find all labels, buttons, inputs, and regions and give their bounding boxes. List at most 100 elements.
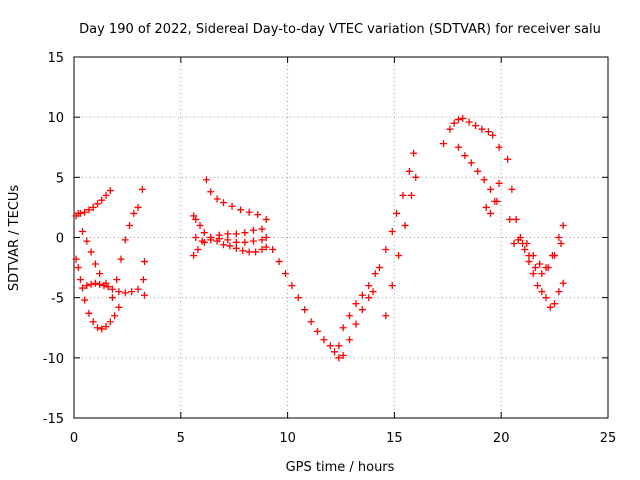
data-point: [450, 119, 458, 127]
data-point: [79, 284, 87, 292]
data-point: [495, 143, 503, 151]
data-point: [484, 128, 492, 136]
data-point: [207, 188, 215, 196]
data-point: [551, 300, 559, 308]
data-point: [495, 179, 503, 187]
data-point: [226, 242, 234, 250]
data-point: [113, 276, 121, 284]
x-tick-label: 20: [493, 431, 510, 446]
data-point: [83, 237, 91, 245]
data-point: [331, 348, 339, 356]
data-point: [382, 312, 390, 320]
y-tick-label: 10: [47, 111, 64, 126]
data-point: [258, 236, 266, 244]
data-point: [196, 221, 204, 229]
axis-ticks: 0 5 10 15 20 25 -15 -10 -5 0 5 10 15: [43, 51, 617, 446]
data-point: [375, 264, 383, 272]
data-point: [224, 230, 232, 238]
data-point: [85, 206, 93, 214]
data-point: [130, 209, 138, 217]
data-point: [79, 227, 87, 235]
data-point: [81, 296, 89, 304]
data-point: [410, 149, 418, 157]
data-point: [241, 238, 249, 246]
data-point: [294, 294, 302, 302]
data-point: [76, 276, 84, 284]
data-point: [98, 196, 106, 204]
data-point: [491, 197, 499, 205]
data-point: [352, 300, 360, 308]
data-point: [140, 291, 148, 299]
data-point: [288, 282, 296, 290]
data-point: [106, 318, 114, 326]
data-point: [546, 303, 554, 311]
data-point: [104, 283, 112, 291]
data-point: [358, 291, 366, 299]
data-point: [232, 238, 240, 246]
data-point: [213, 195, 221, 203]
data-point: [555, 288, 563, 296]
data-point: [93, 200, 101, 208]
data-point: [480, 176, 488, 184]
data-point: [510, 240, 518, 248]
data-point: [194, 246, 202, 254]
data-point: [538, 288, 546, 296]
data-point: [326, 342, 334, 350]
data-point: [335, 342, 343, 350]
data-point: [93, 324, 101, 332]
data-point: [232, 244, 240, 252]
data-point: [245, 248, 253, 256]
y-tick-label: 5: [56, 171, 64, 186]
data-point: [89, 318, 97, 326]
data-point: [446, 125, 454, 133]
data-point: [508, 185, 516, 193]
data-point: [102, 279, 110, 287]
data-point: [487, 209, 495, 217]
data-point: [472, 122, 480, 130]
data-point: [335, 354, 343, 362]
data-point: [275, 258, 283, 266]
data-point: [121, 289, 129, 297]
data-point: [106, 187, 114, 195]
data-point: [115, 303, 123, 311]
data-point: [96, 270, 104, 278]
data-point: [262, 215, 270, 223]
data-point: [138, 185, 146, 193]
data-point: [407, 191, 415, 199]
chart-title: Day 190 of 2022, Sidereal Day-to-day VTE…: [79, 22, 601, 37]
data-point: [487, 185, 495, 193]
data-point: [388, 282, 396, 290]
data-point: [108, 285, 116, 293]
data-point: [111, 312, 119, 320]
data-point: [220, 241, 228, 249]
data-point: [241, 229, 249, 237]
data-point: [239, 247, 247, 255]
data-point: [220, 199, 228, 207]
data-point: [139, 276, 147, 284]
data-point: [301, 306, 309, 314]
data-point: [134, 203, 142, 211]
data-point: [85, 309, 93, 317]
data-point: [96, 280, 104, 288]
data-point: [232, 230, 240, 238]
y-tick-label: -15: [43, 412, 64, 427]
data-point: [548, 252, 556, 260]
data-points: [72, 114, 567, 362]
data-point: [542, 294, 550, 302]
y-tick-label: -10: [43, 352, 64, 367]
x-axis-label: GPS time / hours: [286, 460, 395, 475]
data-point: [388, 227, 396, 235]
data-point: [192, 234, 200, 241]
data-point: [249, 226, 257, 234]
data-point: [91, 279, 99, 287]
data-point: [258, 225, 266, 233]
data-point: [412, 173, 420, 181]
data-point: [126, 221, 134, 229]
y-tick-label: 15: [47, 51, 64, 66]
data-point: [465, 118, 473, 126]
data-point: [140, 258, 148, 266]
data-point: [534, 282, 542, 290]
data-point: [399, 191, 407, 199]
data-point: [121, 236, 129, 244]
